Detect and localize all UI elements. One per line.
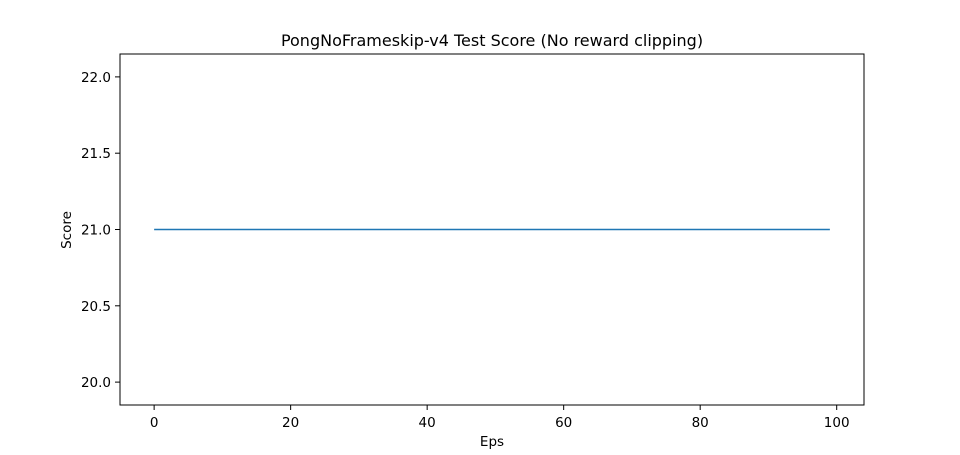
y-axis-label: Score <box>59 211 75 249</box>
x-tick-label: 40 <box>419 415 436 431</box>
x-tick-label: 0 <box>150 415 159 431</box>
x-axis: 0 20 40 60 80 100 <box>150 405 850 431</box>
y-tick-label: 20.0 <box>81 375 111 391</box>
y-tick-label: 22.0 <box>81 70 111 86</box>
x-tick-label: 60 <box>555 415 572 431</box>
x-tick-label: 20 <box>282 415 299 431</box>
x-axis-label: Eps <box>480 434 504 450</box>
chart-title: PongNoFrameskip-v4 Test Score (No reward… <box>281 31 703 50</box>
y-axis: 20.0 20.5 21.0 21.5 22.0 <box>81 70 120 391</box>
y-tick-label: 20.5 <box>81 299 111 315</box>
y-tick-label: 21.0 <box>81 223 111 239</box>
x-tick-label: 80 <box>692 415 709 431</box>
y-tick-label: 21.5 <box>81 146 111 162</box>
x-tick-label: 100 <box>824 415 850 431</box>
